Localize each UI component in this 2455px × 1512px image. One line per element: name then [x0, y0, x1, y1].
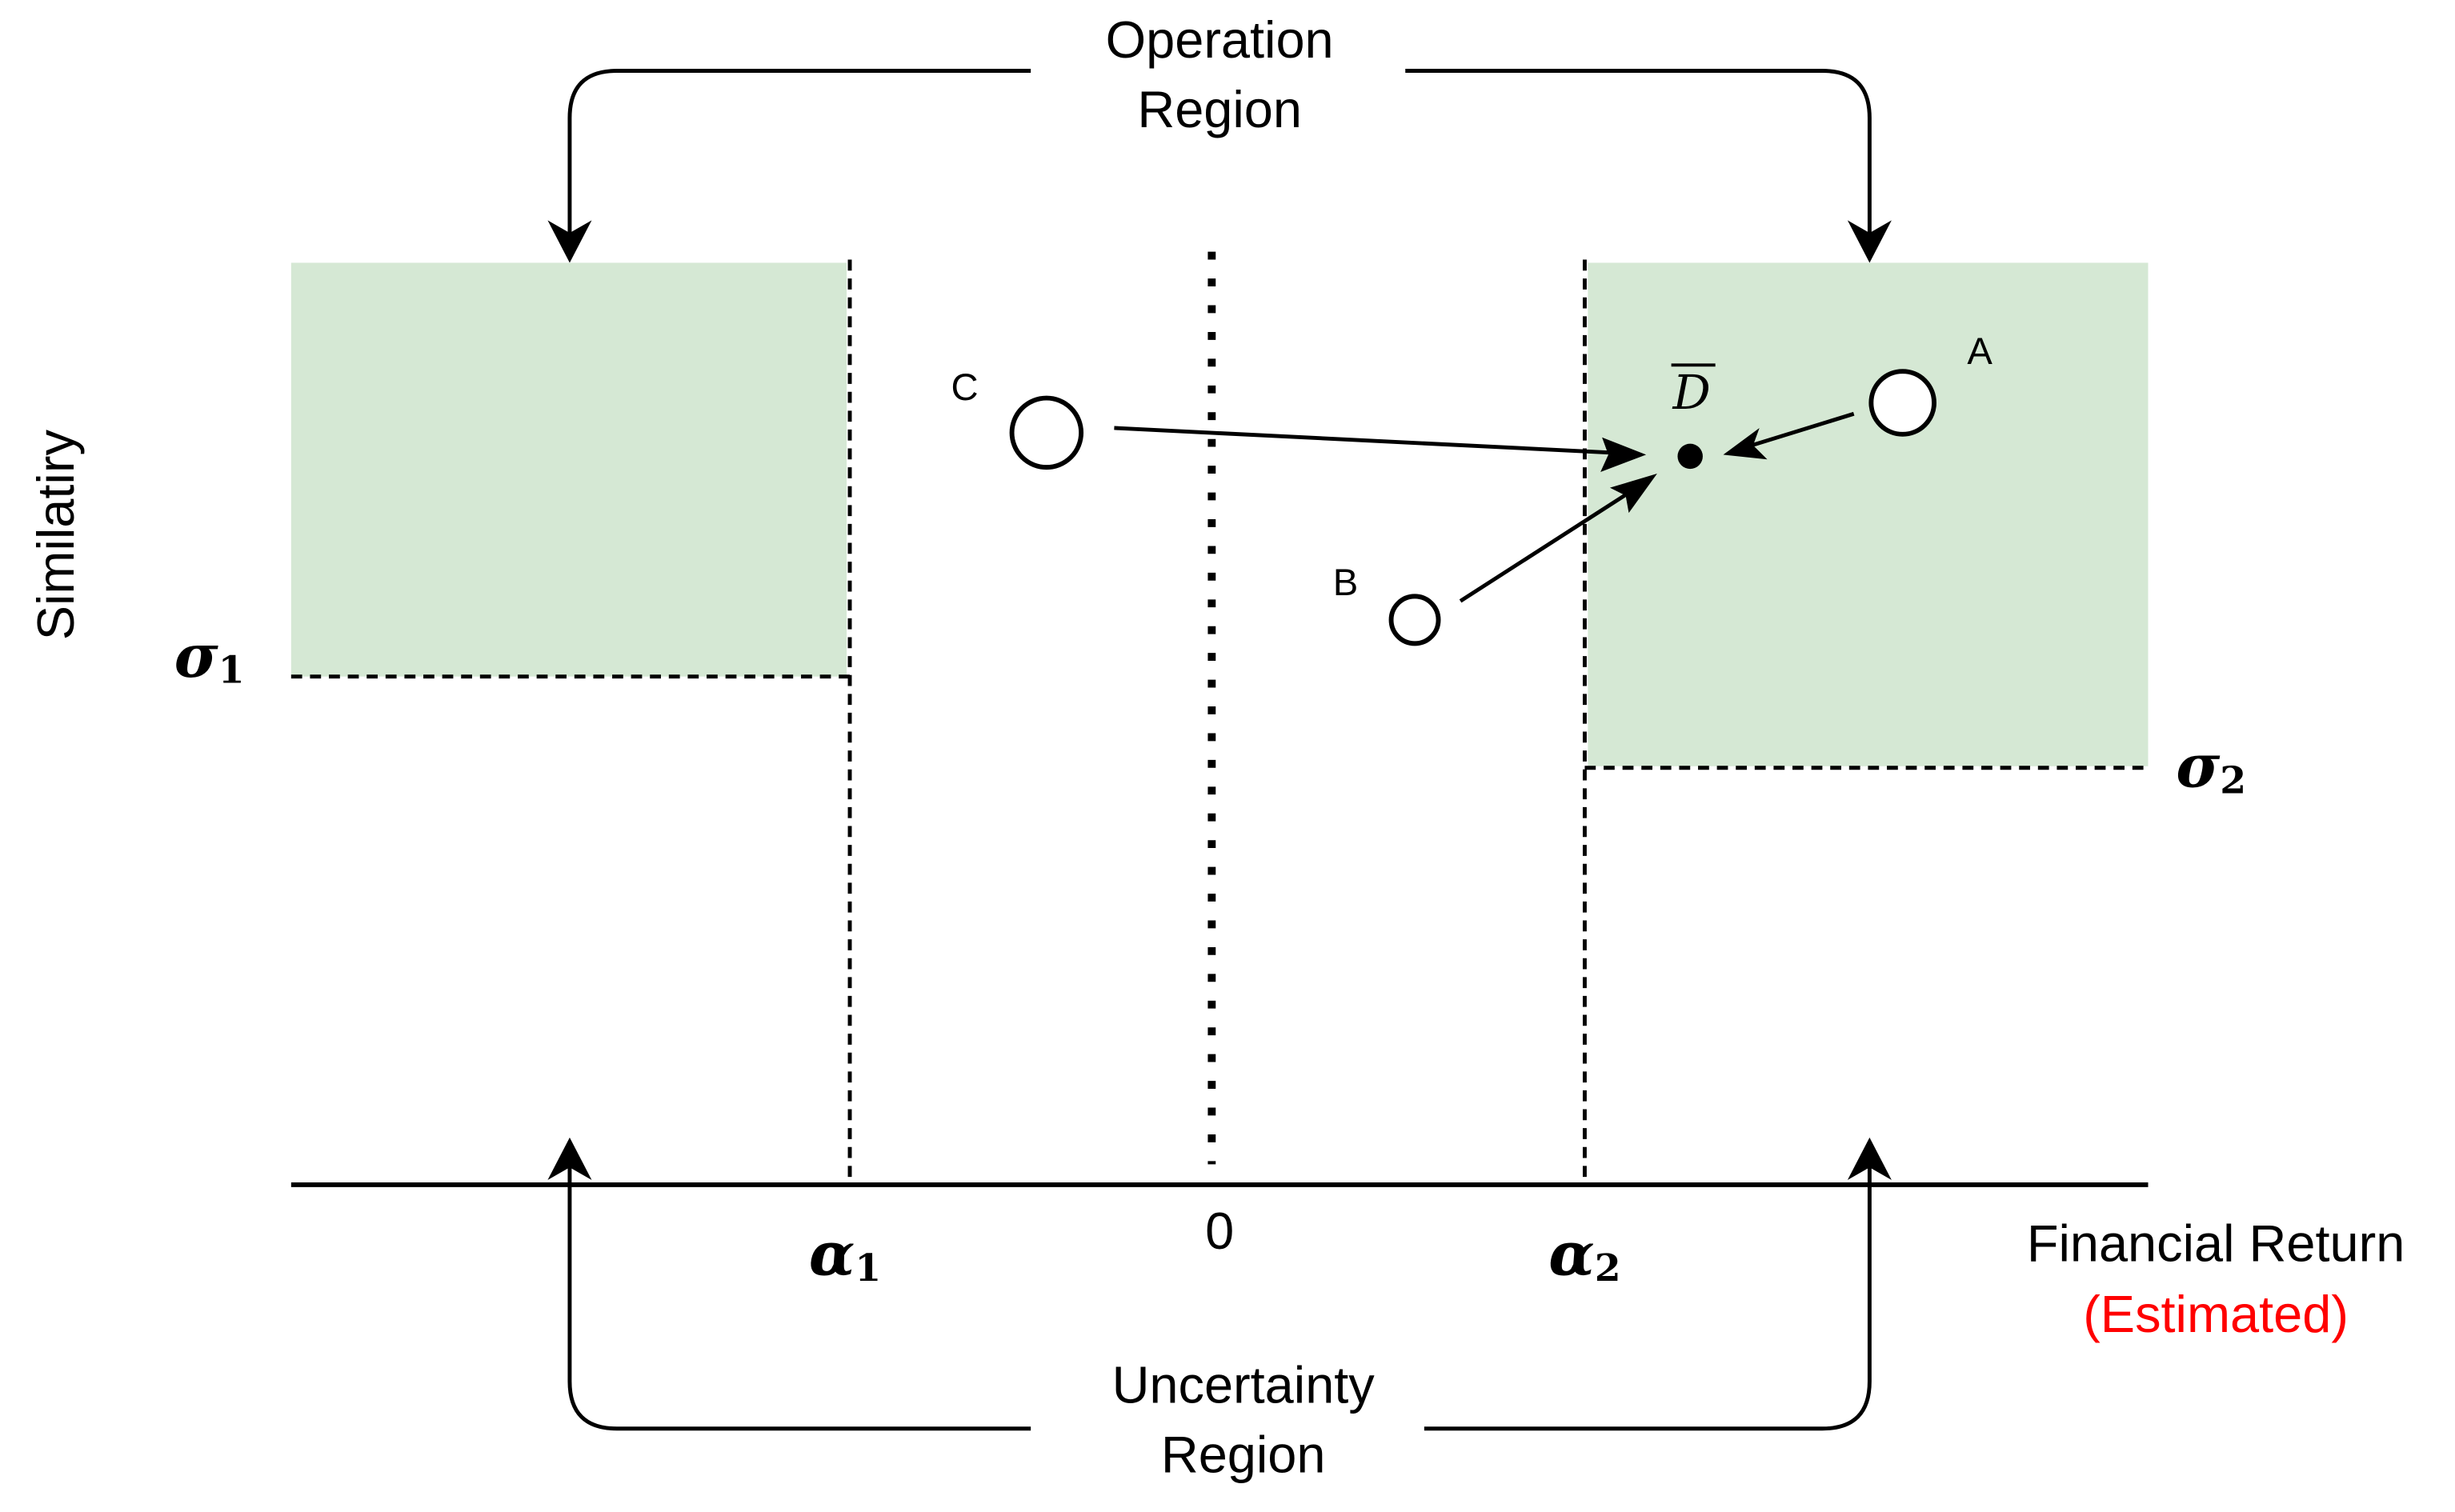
arrow — [567, 69, 1031, 239]
point-d — [1677, 443, 1703, 470]
point-label: A — [1967, 330, 1992, 373]
symbol: σ — [174, 621, 219, 691]
point-c — [1009, 395, 1084, 470]
arrowhead — [1847, 220, 1892, 263]
arrow — [1114, 426, 1621, 455]
zero-label: 0 — [1205, 1202, 1234, 1260]
subscript: 1 — [218, 649, 245, 693]
alpha2-label: α2 — [1548, 1218, 1620, 1290]
arrow — [1405, 69, 1872, 239]
symbol: α — [1548, 1218, 1595, 1289]
arrow — [1459, 486, 1638, 603]
arrowhead — [547, 220, 592, 263]
point-b — [1388, 594, 1441, 646]
point-label: C — [951, 366, 979, 409]
subscript: 2 — [2220, 758, 2246, 802]
arrow — [1746, 411, 1855, 449]
symbol: σ — [2176, 730, 2221, 801]
bottom-label: Uncertainty — [1112, 1356, 1376, 1414]
arrow — [567, 1161, 1031, 1431]
arrowhead — [547, 1137, 592, 1181]
bottom-label: Region — [1161, 1425, 1326, 1483]
subscript: 1 — [855, 1246, 881, 1290]
arrowhead — [1600, 437, 1647, 473]
x-axis-note: (Estimated) — [2083, 1285, 2349, 1343]
alpha1-label: α1 — [809, 1218, 881, 1290]
sigma2-label: σ2 — [2176, 730, 2246, 802]
x-axis-label: Financial Return — [2027, 1214, 2405, 1273]
point-label: B — [1333, 562, 1358, 604]
arrowhead — [1723, 427, 1768, 460]
top-label: Operation — [1106, 10, 1334, 69]
subscript: 2 — [1595, 1246, 1621, 1290]
arrow — [1424, 1161, 1872, 1431]
operation-region-right — [1588, 262, 2149, 766]
arrowhead — [1847, 1137, 1892, 1181]
operation-region-left — [290, 262, 847, 677]
point-a — [1868, 369, 1936, 437]
symbol: α — [809, 1218, 855, 1289]
y-axis-label: Similatiry — [26, 430, 85, 641]
sigma1-label: σ1 — [174, 621, 245, 693]
top-label: Region — [1137, 80, 1302, 138]
arrowhead — [1609, 473, 1657, 514]
point-label: D — [1672, 365, 1711, 420]
